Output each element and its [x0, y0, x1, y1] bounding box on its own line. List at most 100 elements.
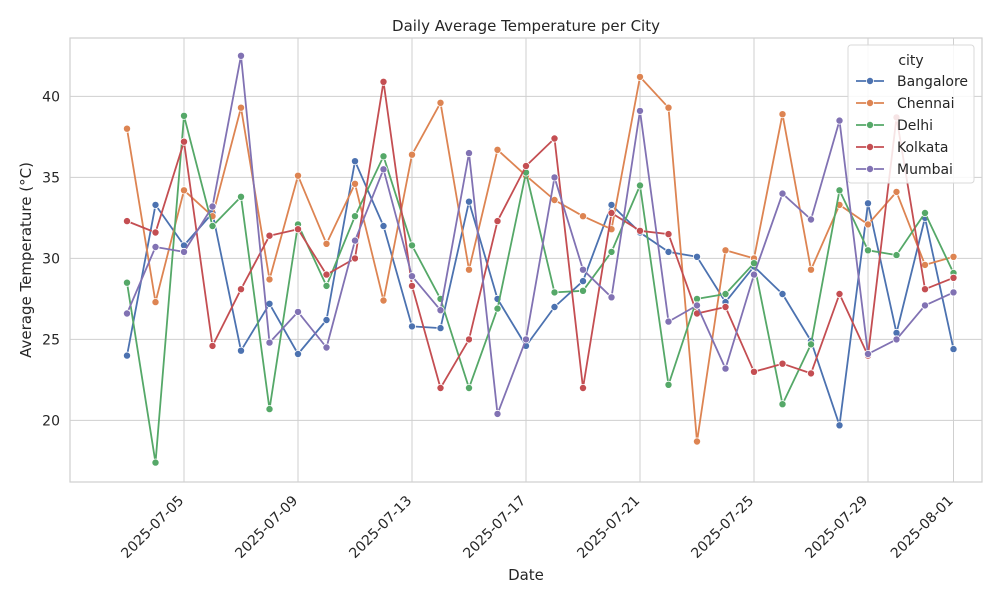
data-point: [721, 246, 730, 255]
data-point: [522, 335, 531, 344]
data-point: [778, 289, 787, 298]
data-point: [892, 187, 901, 196]
series-line-mumbai: [126, 54, 954, 415]
legend-label: Chennai: [897, 96, 954, 112]
data-point: [293, 171, 302, 180]
legend-title: city: [898, 53, 923, 69]
data-point: [664, 380, 673, 389]
data-point: [407, 150, 416, 159]
data-point: [265, 299, 274, 308]
y-tick-label: 30: [42, 251, 60, 267]
data-point: [721, 364, 730, 373]
legend-marker: [866, 164, 875, 173]
grid: [70, 38, 982, 482]
data-point: [949, 252, 958, 261]
data-point: [522, 161, 531, 170]
series-delhi: [123, 111, 958, 467]
data-point: [864, 246, 873, 255]
data-point: [550, 302, 559, 311]
data-point: [550, 134, 559, 143]
data-point: [123, 278, 132, 287]
data-point: [265, 231, 274, 240]
series-mumbai: [123, 51, 958, 418]
data-point: [151, 458, 160, 467]
series-line-bangalore: [126, 160, 955, 427]
series-bangalore: [123, 157, 958, 430]
data-point: [322, 315, 331, 324]
data-point: [493, 304, 502, 313]
x-tick-label: 2025-07-29: [802, 493, 871, 562]
data-point: [579, 265, 588, 274]
data-point: [949, 345, 958, 354]
x-tick-label: 2025-07-13: [346, 493, 415, 562]
data-point: [550, 288, 559, 297]
data-point: [579, 286, 588, 295]
data-point: [236, 192, 245, 201]
series-line-delhi: [126, 114, 955, 464]
plot-frame: [69, 37, 983, 483]
data-point: [236, 51, 245, 60]
data-point: [835, 421, 844, 430]
data-point: [864, 199, 873, 208]
data-point: [892, 335, 901, 344]
data-point: [407, 322, 416, 331]
data-point: [607, 208, 616, 217]
legend-label: Kolkata: [897, 140, 948, 156]
legend-label: Mumbai: [897, 162, 953, 178]
data-point: [322, 270, 331, 279]
data-point: [493, 409, 502, 418]
data-point: [664, 317, 673, 326]
data-point: [636, 106, 645, 115]
data-point: [407, 281, 416, 290]
data-point: [892, 251, 901, 260]
data-point: [693, 437, 702, 446]
data-point: [379, 221, 388, 230]
data-point: [322, 343, 331, 352]
legend-marker: [866, 142, 875, 151]
data-point: [208, 341, 217, 350]
legend-marker: [866, 77, 875, 86]
data-point: [179, 186, 188, 195]
data-point: [123, 309, 132, 318]
data-point: [208, 221, 217, 230]
data-point: [693, 301, 702, 310]
data-point: [607, 293, 616, 302]
x-axis-label: Date: [508, 566, 544, 584]
data-point: [778, 400, 787, 409]
data-point: [123, 124, 132, 133]
data-point: [436, 98, 445, 107]
data-point: [864, 349, 873, 358]
data-point: [265, 338, 274, 347]
series-line-chennai: [126, 76, 954, 443]
series-layer: [123, 51, 958, 467]
series-chennai: [123, 72, 958, 446]
y-axis-label: Average Temperature (°C): [17, 162, 35, 358]
data-point: [151, 298, 160, 307]
data-point: [265, 405, 274, 414]
data-point: [350, 157, 359, 166]
legend-item-kolkata: Kolkata: [856, 140, 948, 156]
data-point: [778, 189, 787, 198]
axes: 20 25 30 35 40 2025-07-05 2025-07-09 2025-07-13…: [42, 89, 957, 561]
data-point: [750, 270, 759, 279]
data-point: [750, 367, 759, 376]
data-point: [835, 289, 844, 298]
data-point: [350, 236, 359, 245]
data-point: [693, 252, 702, 261]
data-point: [721, 289, 730, 298]
y-tick-label: 35: [42, 170, 60, 186]
legend-box: [847, 44, 975, 184]
legend-item-delhi: Delhi: [856, 118, 933, 134]
data-point: [579, 277, 588, 286]
data-point: [464, 265, 473, 274]
data-point: [208, 202, 217, 211]
data-point: [949, 288, 958, 297]
data-point: [864, 220, 873, 229]
legend-marker: [866, 99, 875, 108]
legend: city Bangalore Chennai Delhi Kolkata Mumbai: [847, 44, 975, 184]
data-point: [407, 272, 416, 281]
data-point: [436, 324, 445, 333]
data-point: [236, 285, 245, 294]
